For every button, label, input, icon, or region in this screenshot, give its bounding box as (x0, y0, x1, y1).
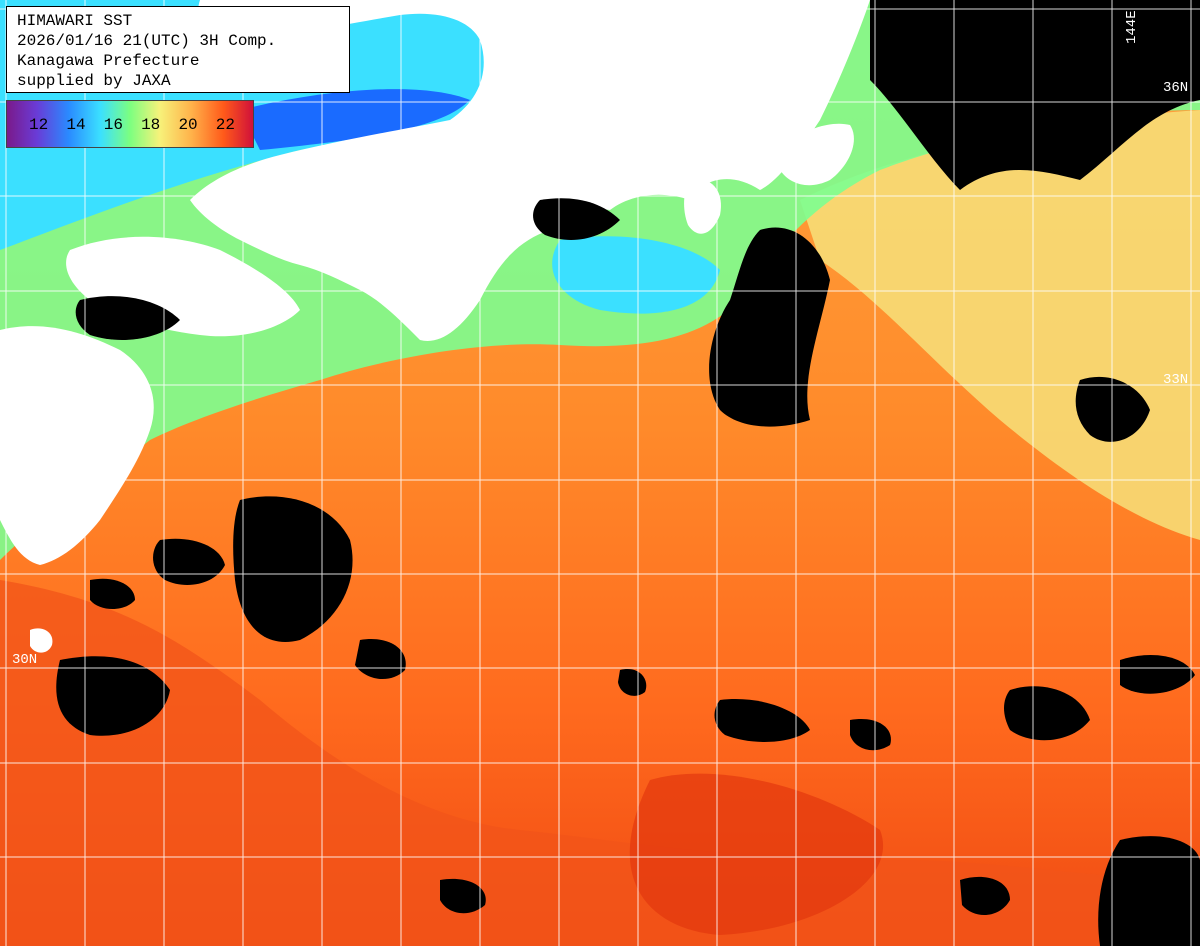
title-box: HIMAWARI SST 2026/01/16 21(UTC) 3H Comp.… (6, 6, 350, 93)
title-supplier: supplied by JAXA (17, 72, 171, 90)
cyan-bay (552, 236, 720, 314)
title-datetime: 2026/01/16 21(UTC) 3H Comp. (17, 32, 277, 50)
cold-region (240, 89, 470, 150)
land-honshu (190, 0, 870, 341)
legend-tick: 20 (178, 116, 198, 134)
legend-tick: 14 (66, 116, 86, 134)
cloud-mask (56, 0, 1200, 946)
lon-label-136e: 136E (484, 10, 500, 44)
legend-tick-labels: 12 14 16 18 20 22 (29, 115, 235, 135)
title-product: HIMAWARI SST (17, 12, 133, 30)
lat-label-30n: 30N (12, 652, 38, 668)
land-boso (780, 123, 854, 186)
legend-tick: 22 (215, 116, 235, 134)
lat-label-33n: 33N (1163, 372, 1189, 388)
legend-tick: 12 (29, 116, 49, 134)
land-tanegashima (30, 628, 53, 653)
land-izu (684, 179, 721, 234)
legend-tick: 16 (103, 116, 123, 134)
lon-label-144e: 144E (1124, 10, 1140, 44)
temperature-legend: 12 14 16 18 20 22 (6, 100, 254, 148)
lat-label-36n: 36N (1163, 80, 1189, 96)
legend-colorbar (7, 101, 253, 147)
warm-region (0, 580, 1200, 946)
title-organization: Kanagawa Prefecture (17, 52, 200, 70)
land-kyushu (0, 326, 154, 565)
hot-eddy (629, 773, 884, 935)
legend-tick: 18 (141, 116, 161, 134)
